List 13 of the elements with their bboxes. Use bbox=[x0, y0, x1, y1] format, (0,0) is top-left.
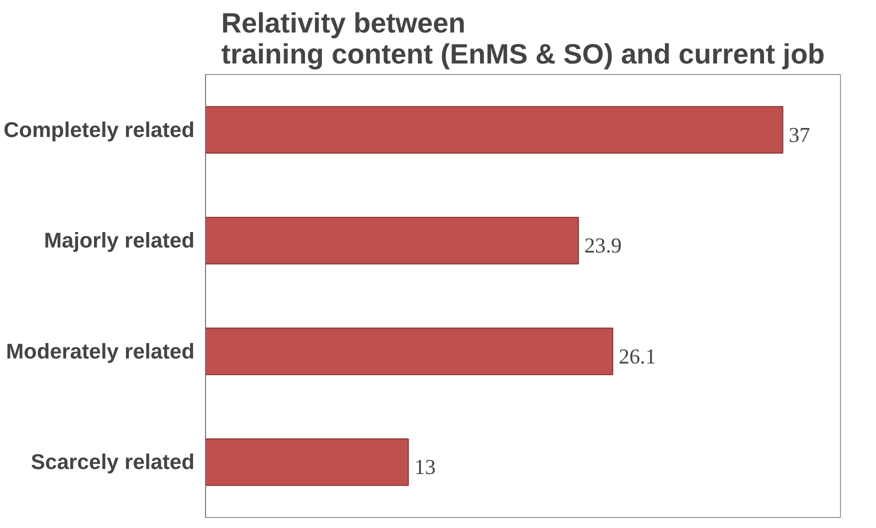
bar bbox=[206, 438, 409, 486]
bar bbox=[206, 328, 614, 376]
data-label: 26.1 bbox=[618, 344, 656, 368]
chart-title: Relativity between training content (EnMS & SO) and current job bbox=[221, 8, 825, 70]
y-tick-label: Completely related bbox=[4, 118, 195, 142]
data-label: 13 bbox=[414, 455, 436, 480]
data-label: 23.9 bbox=[584, 234, 622, 258]
bar bbox=[206, 216, 579, 264]
y-tick-label: Majorly related bbox=[44, 228, 195, 253]
data-label: 37 bbox=[788, 122, 810, 147]
y-tick-label: Moderately related bbox=[6, 339, 195, 364]
bar bbox=[206, 106, 784, 154]
y-tick-label: Scarcely related bbox=[30, 450, 195, 474]
